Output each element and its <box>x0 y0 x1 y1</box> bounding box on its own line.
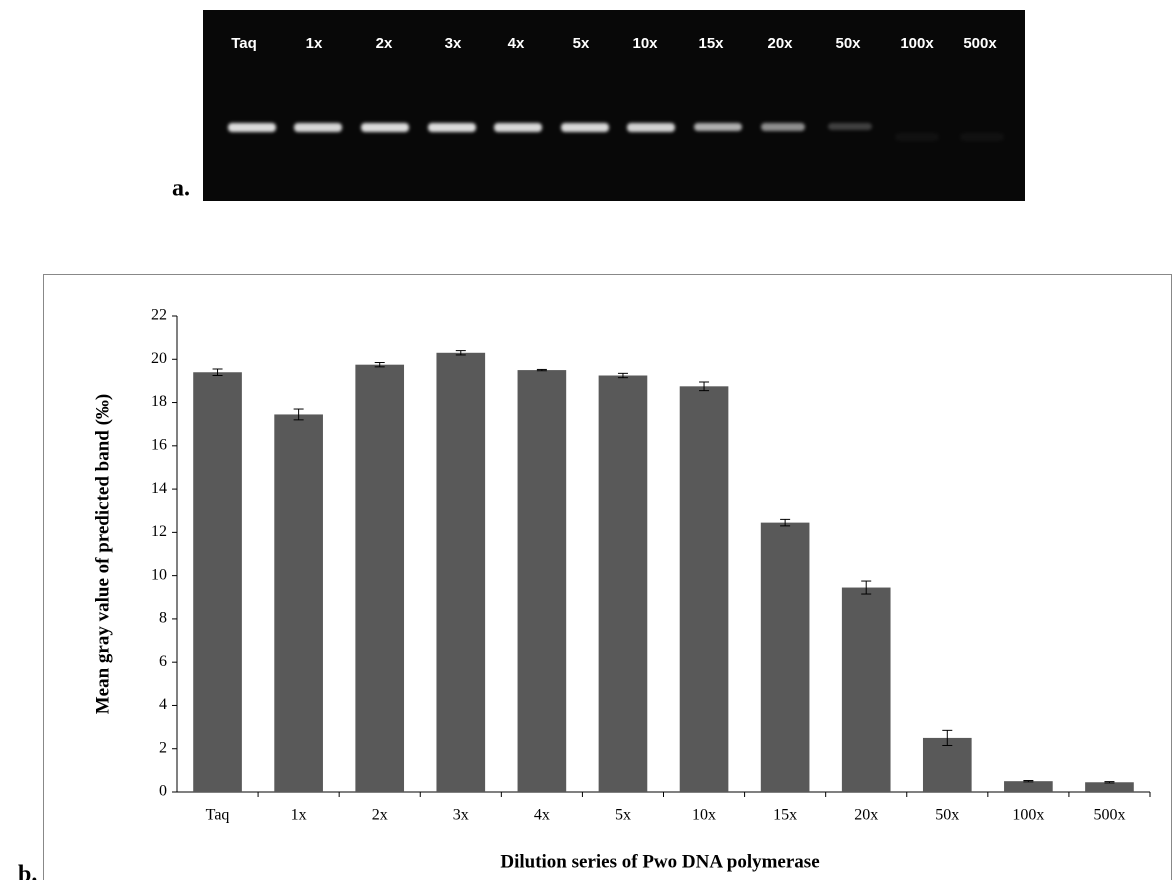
x-tick-label: 10x <box>692 807 716 824</box>
bar <box>761 523 810 792</box>
bar <box>1004 781 1053 792</box>
y-axis-title: Mean gray value of predicted band (‰) <box>92 394 113 715</box>
band <box>694 123 742 131</box>
band <box>361 123 409 132</box>
band <box>895 133 939 141</box>
x-axis-title: Dilution series of Pwo DNA polymerase <box>500 851 819 872</box>
bar <box>680 386 729 792</box>
y-tick-label: 18 <box>151 393 167 410</box>
y-tick-label: 2 <box>159 739 167 756</box>
y-tick-label: 8 <box>159 610 167 627</box>
lane-label: 100x <box>900 35 934 52</box>
lane-label: 50x <box>835 35 861 52</box>
lane-label: 4x <box>508 35 525 52</box>
x-tick-label: 50x <box>935 807 959 824</box>
x-tick-label: 5x <box>615 807 631 824</box>
lane-label: Taq <box>231 35 257 52</box>
x-tick-label: 2x <box>372 807 388 824</box>
lane-label: 500x <box>963 35 997 52</box>
x-tick-label: Taq <box>206 807 230 824</box>
panel-label: b. <box>18 862 37 880</box>
bar <box>923 738 972 792</box>
y-tick-label: 4 <box>159 696 167 713</box>
y-tick-label: 20 <box>151 350 167 367</box>
bar <box>518 370 567 792</box>
x-tick-label: 1x <box>291 807 307 824</box>
x-tick-label: 20x <box>854 807 878 824</box>
band <box>960 133 1004 141</box>
y-tick-label: 16 <box>151 436 167 453</box>
bar <box>193 372 242 792</box>
x-tick-label: 3x <box>453 807 469 824</box>
band <box>561 123 609 132</box>
band <box>228 123 276 132</box>
lane-label: 2x <box>376 35 393 52</box>
y-tick-label: 22 <box>151 307 167 324</box>
bar <box>355 365 404 792</box>
x-tick-label: 500x <box>1093 807 1125 824</box>
band <box>494 123 542 132</box>
bar <box>1085 782 1134 792</box>
panel-label: a. <box>172 176 190 202</box>
lane-label: 5x <box>573 35 590 52</box>
y-tick-label: 10 <box>151 566 167 583</box>
lane-label: 15x <box>698 35 724 52</box>
y-tick-label: 12 <box>151 523 167 540</box>
band <box>294 123 342 132</box>
y-tick-label: 0 <box>159 783 167 800</box>
x-tick-label: 100x <box>1012 807 1044 824</box>
x-tick-label: 4x <box>534 807 550 824</box>
bar <box>436 353 485 792</box>
x-tick-label: 15x <box>773 807 797 824</box>
y-tick-label: 14 <box>151 480 167 497</box>
lane-label: 3x <box>445 35 462 52</box>
lane-label: 10x <box>632 35 658 52</box>
bar <box>599 376 648 793</box>
band <box>428 123 476 132</box>
band <box>761 123 805 131</box>
y-tick-label: 6 <box>159 653 167 670</box>
figure: a. b. Dilution series of Pwo DNA polymer… <box>0 0 1173 880</box>
lane-label: 20x <box>767 35 793 52</box>
lane-label: 1x <box>306 35 323 52</box>
bar <box>274 414 323 792</box>
band <box>828 123 872 130</box>
band <box>627 123 675 132</box>
bar <box>842 588 891 792</box>
